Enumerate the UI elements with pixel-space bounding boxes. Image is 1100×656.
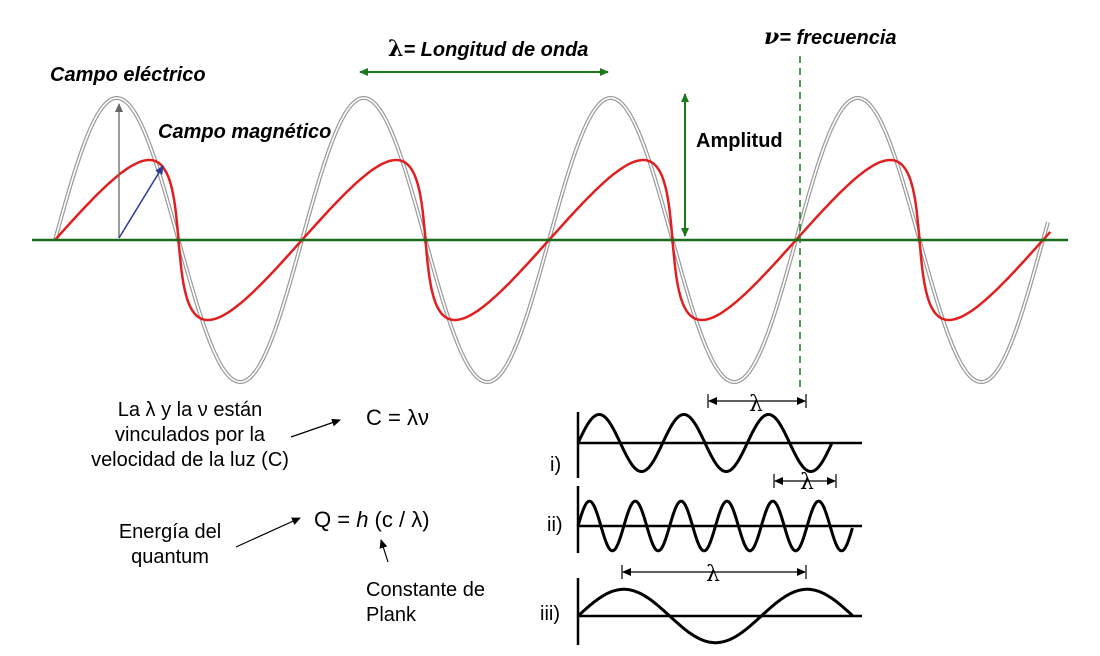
constant-label: Constante de Plank — [366, 578, 485, 628]
magnetic-field-vector — [118, 165, 164, 239]
example-lambda-iii: λ — [706, 562, 720, 587]
longitud-de-onda-text: = Longitud de onda — [403, 39, 589, 61]
example-lambda-ii: λ — [800, 470, 814, 495]
energy-line-1: Energía del — [118, 521, 222, 543]
constant-pointer-arrow — [379, 539, 389, 563]
energy-line-2: quantum — [131, 546, 209, 568]
campo-magnetico-label: Campo magnético — [158, 121, 332, 143]
constant-line-2: Plank — [366, 604, 417, 626]
wavelength-examples — [576, 394, 862, 645]
relation-text: La λ y la ν están vinculados por la velo… — [70, 398, 310, 473]
energy-formula-suffix: (c / λ) — [368, 507, 430, 532]
planck-h: h — [356, 507, 369, 532]
longitud-de-onda-label: λ= Longitud de onda — [388, 36, 588, 62]
energy-text: Energía del quantum — [80, 520, 260, 570]
amplitud-label: Amplitud — [696, 130, 783, 152]
electric-field-wave-inner — [54, 97, 1049, 383]
example-label-iii: iii) — [540, 603, 560, 625]
magnetic-field-wave — [54, 158, 1052, 322]
frecuencia-label: ν= frecuencia — [764, 24, 897, 50]
relation-formula: C = λν — [366, 405, 429, 430]
frecuencia-text: = frecuencia — [779, 27, 897, 49]
lambda-symbol: λ — [388, 36, 404, 62]
campo-electrico-label: Campo eléctrico — [50, 64, 206, 86]
example-label-ii: ii) — [547, 514, 563, 536]
energy-pointer-arrow — [235, 517, 301, 548]
relation-pointer-arrow — [290, 418, 341, 438]
relation-line-1: La λ y la ν están — [117, 399, 263, 421]
energy-formula: Q = h (c / λ) — [314, 507, 430, 533]
relation-line-2: vinculados por la — [114, 424, 266, 446]
example-lambda-i: λ — [749, 392, 763, 417]
example-2-wave — [576, 499, 854, 553]
energy-formula-prefix: Q = — [314, 507, 357, 532]
example-3-wave — [577, 587, 854, 645]
constant-line-1: Constante de — [366, 579, 485, 601]
example-label-i: i) — [550, 454, 562, 476]
relation-line-3: velocidad de la luz (C) — [91, 449, 289, 471]
example-1-wave — [576, 413, 833, 473]
nu-symbol: ν — [764, 24, 780, 50]
